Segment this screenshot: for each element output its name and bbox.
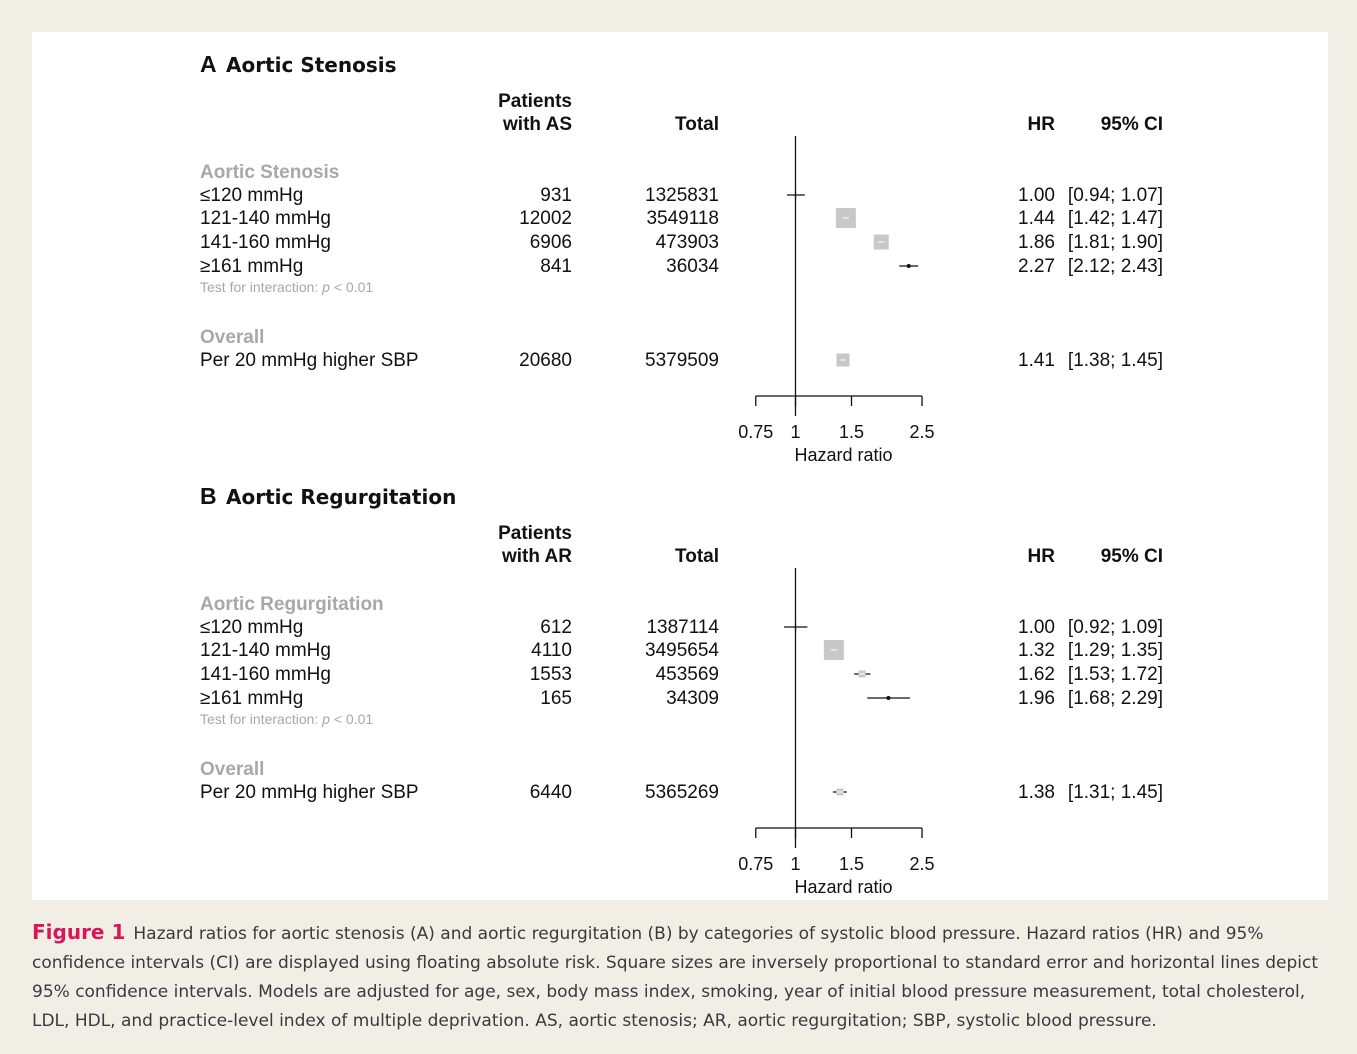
patients-count: 612	[540, 617, 572, 638]
header-hr: HR	[1028, 114, 1056, 135]
interaction-suffix: < 0.01	[330, 279, 373, 295]
row-label: ≥161 mmHg	[200, 256, 303, 277]
panel-letter: A	[200, 51, 217, 77]
hr-value: 1.32	[1018, 640, 1055, 661]
panel-letter: B	[200, 483, 217, 509]
x-tick-label: 1	[790, 422, 800, 442]
hr-value: 2.27	[1018, 256, 1055, 277]
interaction-note: Test for interaction: p < 0.01	[200, 279, 373, 295]
header-patients-sub: with AS	[502, 114, 572, 135]
caption-text: Hazard ratios for aortic stenosis (A) an…	[32, 924, 1319, 1031]
x-tick-label: 2.5	[910, 854, 935, 874]
overall-label: Per 20 mmHg higher SBP	[200, 782, 419, 803]
row-label: 141-160 mmHg	[200, 664, 331, 685]
total-count: 473903	[656, 232, 719, 253]
ci-value: [1.81; 1.90]	[1068, 232, 1163, 253]
overall-label: Per 20 mmHg higher SBP	[200, 350, 419, 371]
total-count: 1387114	[646, 617, 719, 638]
header-hr: HR	[1028, 546, 1056, 567]
total-count: 3549118	[646, 208, 719, 229]
row-label: 141-160 mmHg	[200, 232, 331, 253]
panel-title: Aortic Stenosis	[226, 53, 397, 77]
header-ci: 95% CI	[1101, 114, 1163, 135]
x-tick-label: 1.5	[839, 422, 864, 442]
group-label: Aortic Stenosis	[200, 162, 339, 183]
group-label: Aortic Regurgitation	[200, 594, 384, 615]
ci-value: [0.92; 1.09]	[1068, 617, 1163, 638]
ci-value: [1.42; 1.47]	[1068, 208, 1163, 229]
patients-count: 165	[540, 688, 572, 709]
hr-value: 1.00	[1018, 185, 1055, 206]
interaction-p: p	[321, 279, 330, 295]
patients-count: 12002	[519, 208, 572, 229]
row-label: ≤120 mmHg	[200, 185, 303, 206]
total-count: 3495654	[645, 640, 719, 661]
patients-count: 4110	[531, 640, 572, 661]
figure-caption: Figure 1 Hazard ratios for aortic stenosi…	[32, 918, 1328, 1036]
hr-value: 1.44	[1018, 208, 1055, 229]
x-axis-label: Hazard ratio	[794, 445, 892, 465]
hr-value: 1.62	[1018, 664, 1055, 685]
row-label: 121-140 mmHg	[200, 640, 331, 661]
x-tick-label: 0.75	[738, 854, 773, 874]
total-count: 453569	[656, 664, 719, 685]
header-total: Total	[675, 114, 719, 135]
total-count: 36034	[666, 256, 719, 277]
x-tick-label: 2.5	[910, 422, 935, 442]
header-patients-sub: with AR	[501, 546, 572, 567]
hr-value: 1.00	[1018, 617, 1055, 638]
total-count: 5365269	[645, 782, 719, 803]
ci-value: [1.38; 1.45]	[1068, 350, 1163, 371]
x-tick-label: 0.75	[738, 422, 773, 442]
header-ci: 95% CI	[1101, 546, 1163, 567]
hr-value: 1.86	[1018, 232, 1055, 253]
overall-group-label: Overall	[200, 327, 264, 348]
ci-value: [1.68; 2.29]	[1068, 688, 1163, 709]
interaction-suffix: < 0.01	[330, 711, 373, 727]
row-label: ≥161 mmHg	[200, 688, 303, 709]
header-patients: Patients	[498, 91, 572, 112]
hr-value: 1.96	[1018, 688, 1055, 709]
patients-count: 841	[540, 256, 572, 277]
x-tick-label: 1	[790, 854, 800, 874]
total-count: 34309	[666, 688, 719, 709]
patients-count: 20680	[519, 350, 572, 371]
hr-point	[906, 264, 911, 268]
figure-panel: A Aortic Stenosis Patients with AS Total HR 95…	[32, 32, 1328, 900]
total-count: 1325831	[645, 185, 719, 206]
patients-count: 1553	[530, 664, 572, 685]
ci-value: [0.94; 1.07]	[1068, 185, 1163, 206]
patients-count: 931	[540, 185, 572, 206]
panel-title: Aortic Regurgitation	[226, 485, 456, 509]
interaction-p: p	[321, 711, 330, 727]
figure-label: Figure 1	[32, 920, 126, 944]
ci-value: [2.12; 2.43]	[1068, 256, 1163, 277]
hr-point	[886, 696, 891, 700]
hr-value: 1.38	[1018, 782, 1055, 803]
patients-count: 6906	[530, 232, 572, 253]
x-tick-label: 1.5	[839, 854, 864, 874]
overall-group-label: Overall	[200, 759, 264, 780]
total-count: 5379509	[645, 350, 719, 371]
interaction-note: Test for interaction: p < 0.01	[200, 711, 373, 727]
ci-value: [1.53; 1.72]	[1068, 664, 1163, 685]
header-patients: Patients	[498, 523, 572, 544]
row-label: ≤120 mmHg	[200, 617, 303, 638]
row-label: 121-140 mmHg	[200, 208, 331, 229]
ci-value: [1.29; 1.35]	[1068, 640, 1163, 661]
ci-value: [1.31; 1.45]	[1068, 782, 1163, 803]
x-axis-label: Hazard ratio	[794, 877, 892, 897]
header-total: Total	[675, 546, 719, 567]
interaction-prefix: Test for interaction:	[200, 279, 322, 295]
patients-count: 6440	[530, 782, 572, 803]
interaction-prefix: Test for interaction:	[200, 711, 322, 727]
hr-value: 1.41	[1018, 350, 1055, 371]
